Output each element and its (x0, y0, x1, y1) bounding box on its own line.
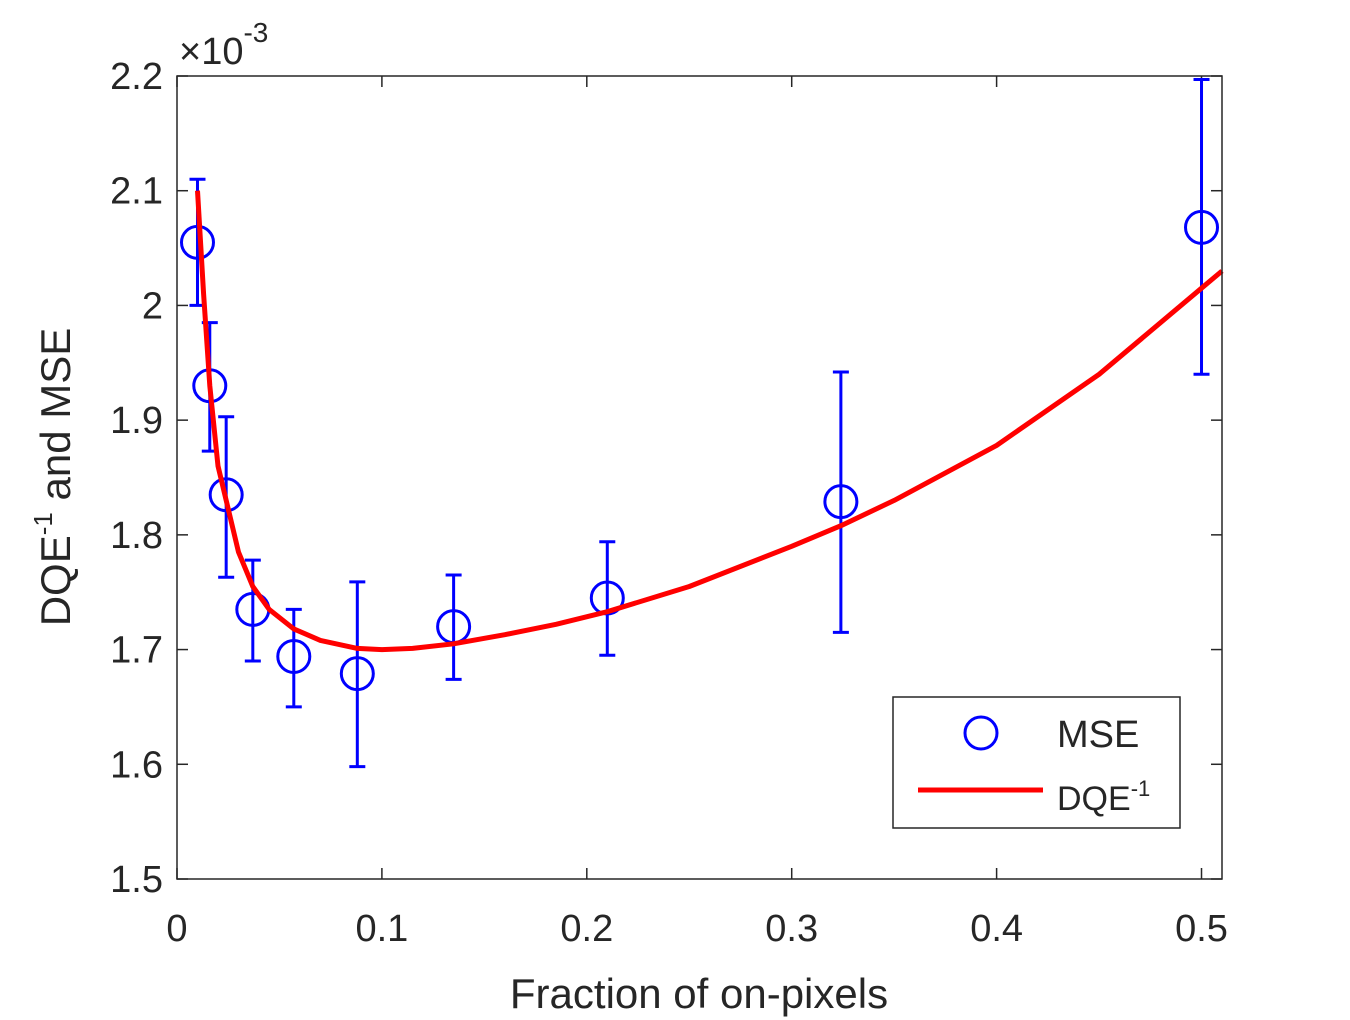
y-tick-label: 1.5 (110, 859, 163, 901)
y-tick-label: 2.1 (110, 171, 163, 213)
x-tick-label: 0.2 (560, 908, 613, 950)
mse-point (339, 656, 375, 692)
legend: MSE DQE-1 (892, 696, 1181, 829)
y-axis-label-rest: and MSE (32, 328, 79, 512)
series-layer (179, 77, 1224, 769)
y-axis-label: DQE-1 and MSE (28, 328, 79, 627)
legend-label-dqe-main: DQE (1057, 780, 1131, 818)
mse-point (823, 484, 859, 520)
exponent-base: ×10 (179, 31, 243, 73)
legend-label-mse: MSE (1057, 714, 1139, 756)
axes-box (176, 75, 1223, 880)
y-tick-label: 1.8 (110, 515, 163, 557)
y-tick-label: 2.2 (110, 56, 163, 98)
y-axis-label-superscript: -1 (28, 512, 58, 535)
x-tick-label: 0.1 (355, 908, 408, 950)
x-tick-label: 0.3 (765, 908, 818, 950)
legend-box (892, 696, 1181, 829)
y-tick-label: 1.9 (110, 400, 163, 442)
y-axis-exponent: ×10-3 (179, 17, 268, 73)
exponent-power: -3 (243, 17, 268, 48)
x-axis-label: Fraction of on-pixels (510, 970, 888, 1017)
x-tick-labels: 0 0.1 0.2 0.3 0.4 0.5 (166, 908, 1227, 950)
dqe-line (195, 190, 1224, 653)
mse-point (1184, 209, 1220, 245)
y-tick-label: 1.7 (110, 630, 163, 672)
legend-label-dqe-superscript: -1 (1131, 776, 1151, 801)
legend-label-dqe: DQE-1 (1057, 776, 1150, 818)
x-tick-label: 0.4 (970, 908, 1023, 950)
x-tick-label: 0 (166, 908, 187, 950)
y-tick-label: 2 (142, 285, 163, 327)
y-axis-label-main: DQE (32, 535, 79, 626)
legend-marker-mse (963, 715, 999, 751)
x-tick-label: 0.5 (1175, 908, 1228, 950)
mse-point (276, 638, 312, 674)
y-tick-label: 1.6 (110, 744, 163, 786)
y-tick-labels: 1.5 1.6 1.7 1.8 1.9 2 2.1 2.2 (110, 56, 163, 901)
